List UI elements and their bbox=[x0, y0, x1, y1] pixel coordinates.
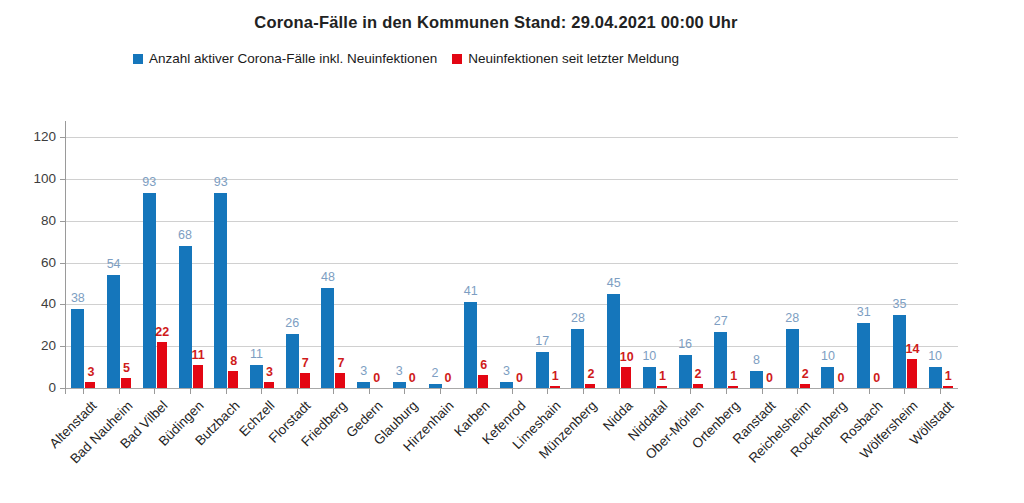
y-axis-label-40: 40 bbox=[0, 296, 56, 311]
bar-red-Bad Vilbel bbox=[157, 342, 167, 388]
value-label-blue-Bad Nauheim: 54 bbox=[92, 257, 136, 271]
bar-red-Echzell bbox=[264, 382, 274, 388]
bar-red-Nidda bbox=[621, 367, 631, 388]
plot-area: 020406080100120383Altenstadt545Bad Nauhe… bbox=[0, 0, 1024, 503]
bar-red-Ortenberg bbox=[728, 386, 738, 388]
x-axis-tick-4 bbox=[226, 388, 227, 394]
x-axis-tick-7 bbox=[333, 388, 334, 394]
value-label-blue-Karben: 41 bbox=[449, 284, 493, 298]
x-axis-tick-24 bbox=[940, 388, 941, 394]
x-axis-tick-15 bbox=[619, 388, 620, 394]
bar-red-Wöllstadt bbox=[943, 386, 953, 388]
x-axis-tick-20 bbox=[797, 388, 798, 394]
bar-blue-Karben bbox=[464, 302, 477, 388]
bar-red-Münzenberg bbox=[585, 384, 595, 388]
bar-red-Ober-Mörlen bbox=[693, 384, 703, 388]
value-label-blue-Echzell: 11 bbox=[234, 347, 278, 361]
bar-red-Florstadt bbox=[300, 373, 310, 388]
x-axis-tick-22 bbox=[869, 388, 870, 394]
x-axis-tick-9 bbox=[404, 388, 405, 394]
x-axis-tick-14 bbox=[583, 388, 584, 394]
bar-blue-Nidda bbox=[607, 294, 620, 388]
y-axis-label-20: 20 bbox=[0, 338, 56, 353]
value-label-blue-Ranstadt: 8 bbox=[735, 353, 779, 367]
x-axis-tick-19 bbox=[762, 388, 763, 394]
bar-red-Büdingen bbox=[193, 365, 203, 388]
x-axis-tick-11 bbox=[476, 388, 477, 394]
x-axis-tick-12 bbox=[512, 388, 513, 394]
y-axis-label-0: 0 bbox=[0, 380, 56, 395]
value-label-blue-Rockenberg: 10 bbox=[806, 349, 850, 363]
x-axis-tick-8 bbox=[369, 388, 370, 394]
value-label-blue-Florstadt: 26 bbox=[270, 316, 314, 330]
value-label-red-Wöllstadt: 1 bbox=[926, 369, 970, 383]
value-label-blue-Wöllstadt: 10 bbox=[913, 349, 957, 363]
value-label-blue-Butzbach: 93 bbox=[199, 175, 243, 189]
x-axis-tick-10 bbox=[440, 388, 441, 394]
bar-red-Wölfersheim bbox=[907, 359, 917, 388]
value-label-blue-Münzenberg: 28 bbox=[556, 311, 600, 325]
value-label-blue-Bad Vilbel: 93 bbox=[127, 175, 171, 189]
gridline-y120 bbox=[65, 137, 958, 138]
x-axis-tick-13 bbox=[547, 388, 548, 394]
value-label-blue-Niddatal: 10 bbox=[627, 349, 671, 363]
bar-red-Niddatal bbox=[657, 386, 667, 388]
y-axis-line bbox=[65, 121, 66, 394]
bar-red-Reichelsheim bbox=[800, 384, 810, 388]
x-axis-tick-17 bbox=[690, 388, 691, 394]
value-label-blue-Ortenberg: 27 bbox=[699, 314, 743, 328]
x-axis-tick-6 bbox=[297, 388, 298, 394]
x-axis-tick-3 bbox=[190, 388, 191, 394]
bar-red-Butzbach bbox=[228, 371, 238, 388]
chart-page: Corona-Fälle in den Kommunen Stand: 29.0… bbox=[0, 0, 1024, 503]
bar-blue-Büdingen bbox=[179, 246, 192, 388]
value-label-blue-Limeshain: 17 bbox=[520, 334, 564, 348]
value-label-blue-Wölfersheim: 35 bbox=[877, 297, 921, 311]
gridline-y40 bbox=[65, 304, 958, 305]
value-label-blue-Büdingen: 68 bbox=[163, 228, 207, 242]
x-axis-tick-1 bbox=[119, 388, 120, 394]
value-label-blue-Reichelsheim: 28 bbox=[770, 311, 814, 325]
x-axis-tick-2 bbox=[154, 388, 155, 394]
y-axis-label-120: 120 bbox=[0, 129, 56, 144]
y-axis-label-100: 100 bbox=[0, 171, 56, 186]
x-axis-tick-0 bbox=[83, 388, 84, 394]
bar-blue-Bad Vilbel bbox=[143, 193, 156, 388]
value-label-blue-Altenstadt: 38 bbox=[56, 291, 100, 305]
x-axis-tick-16 bbox=[654, 388, 655, 394]
x-axis-tick-18 bbox=[726, 388, 727, 394]
y-axis-label-80: 80 bbox=[0, 213, 56, 228]
bar-red-Limeshain bbox=[550, 386, 560, 388]
gridline-y60 bbox=[65, 263, 958, 264]
bar-blue-Friedberg bbox=[321, 288, 334, 388]
gridline-y80 bbox=[65, 221, 958, 222]
value-label-blue-Friedberg: 48 bbox=[306, 270, 350, 284]
value-label-blue-Ober-Mörlen: 16 bbox=[663, 337, 707, 351]
value-label-blue-Nidda: 45 bbox=[592, 276, 636, 290]
bar-red-Altenstadt bbox=[85, 382, 95, 388]
y-axis-label-60: 60 bbox=[0, 255, 56, 270]
bar-red-Bad Nauheim bbox=[121, 378, 131, 388]
x-axis-tick-5 bbox=[261, 388, 262, 394]
x-axis-tick-21 bbox=[833, 388, 834, 394]
x-axis-tick-23 bbox=[904, 388, 905, 394]
